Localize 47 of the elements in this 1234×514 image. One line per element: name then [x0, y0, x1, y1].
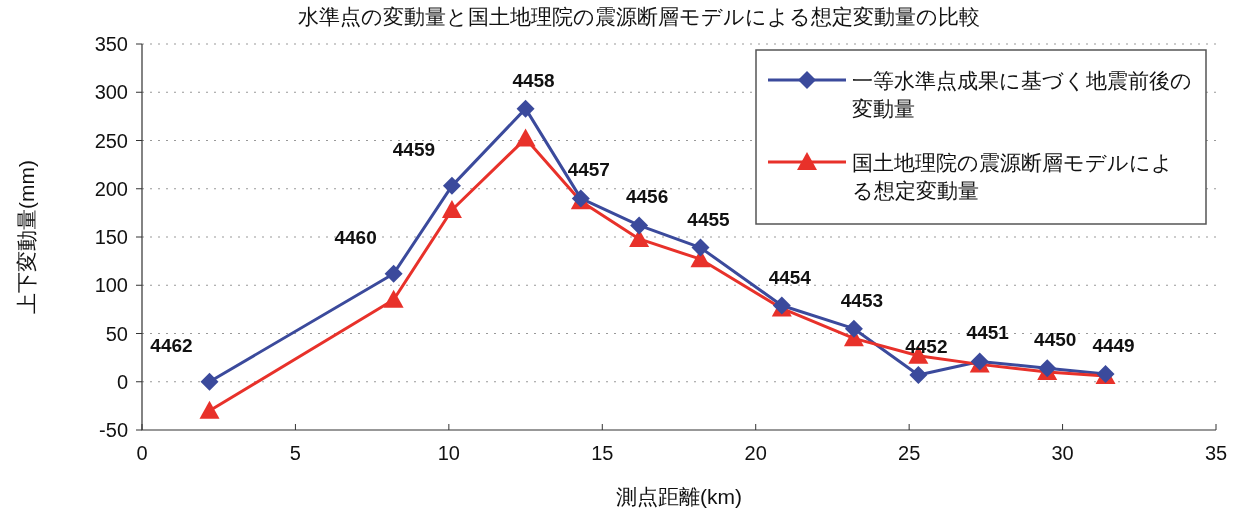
- y-tick-label: 250: [94, 129, 128, 152]
- y-tick-label: 100: [94, 274, 128, 297]
- legend-label: 一等水準点成果に基づく地震前後の変動量: [852, 69, 1192, 120]
- point: [199, 400, 220, 419]
- x-tick-label: 0: [136, 442, 148, 464]
- legend-label: 国土地理院の震源断層モデルによる想定変動量: [852, 151, 1173, 202]
- annotation: 4450: [1034, 329, 1077, 351]
- annotation: 4456: [625, 186, 669, 208]
- x-tick-label: 10: [437, 442, 460, 464]
- annotation: 4459: [392, 138, 436, 160]
- annotation: 4457: [567, 159, 610, 181]
- point: [691, 238, 710, 257]
- annotation: 4454: [768, 266, 812, 288]
- y-tick-label: 200: [94, 177, 128, 200]
- point: [844, 319, 863, 338]
- point: [200, 372, 219, 391]
- point: [442, 176, 461, 195]
- point: [630, 216, 649, 235]
- annotation: 4458: [512, 69, 555, 91]
- point: [383, 289, 404, 308]
- annotation: 4460: [334, 226, 377, 248]
- x-axis-title: 測点距離(km): [616, 485, 742, 508]
- y-tick-label: 150: [94, 226, 128, 248]
- annotation: 4462: [150, 334, 193, 356]
- annotation: 4455: [687, 208, 731, 230]
- x-tick-label: 15: [591, 442, 614, 464]
- y-tick-label: 50: [105, 322, 128, 345]
- point: [909, 366, 928, 384]
- point: [441, 199, 462, 218]
- x-tick-label: 25: [898, 442, 921, 464]
- x-tick-label: 5: [289, 442, 301, 464]
- y-tick-label: 350: [94, 33, 128, 55]
- annotation: 4449: [1092, 335, 1135, 357]
- x-tick-label: 20: [744, 442, 767, 464]
- annotation: 4452: [905, 335, 948, 357]
- x-tick-label: 30: [1051, 442, 1074, 464]
- x-tick-label: 35: [1204, 442, 1228, 464]
- y-tick-label: -50: [99, 419, 128, 441]
- y-axis-title: 上下変動量(mm): [15, 160, 38, 314]
- y-tick-label: 300: [94, 81, 128, 104]
- chart-title: 水準点の変動量と国土地理院の震源断層モデルによる想定変動量の比較: [298, 5, 980, 28]
- y-tick-label: 0: [116, 370, 128, 393]
- point: [516, 99, 535, 118]
- annotation: 4451: [966, 322, 1010, 344]
- point: [384, 264, 403, 283]
- point: [515, 128, 536, 147]
- annotation: 4453: [840, 289, 884, 311]
